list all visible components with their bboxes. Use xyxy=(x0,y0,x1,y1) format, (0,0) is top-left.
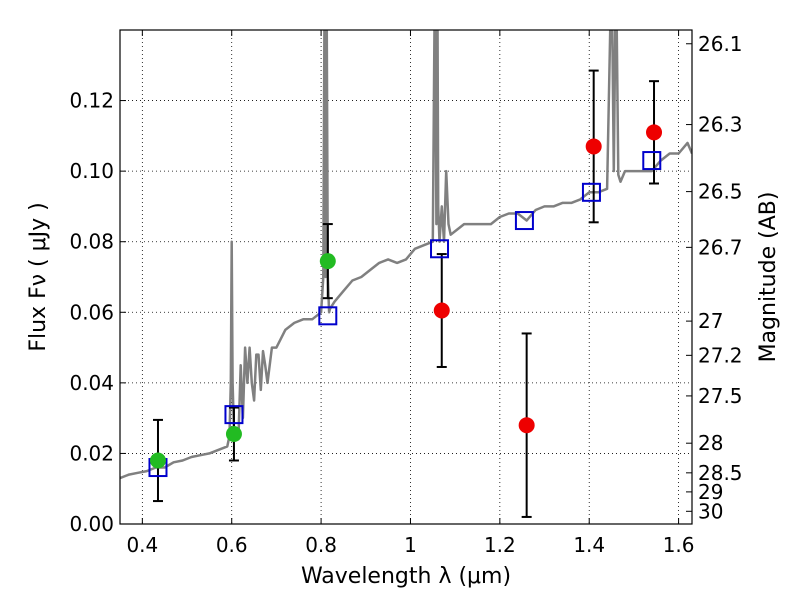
x-tick-label: 0.8 xyxy=(305,533,337,557)
model-photometry-square xyxy=(318,306,338,326)
nir-detection-point xyxy=(518,417,535,434)
model-photometry-square xyxy=(642,151,662,171)
model-photometry-square xyxy=(430,239,450,259)
optical-detection-point xyxy=(225,426,242,443)
y-tick-label: 0.08 xyxy=(69,230,114,254)
y-tick-label: 0.04 xyxy=(69,371,114,395)
magnitude-tick-label: 27.2 xyxy=(698,343,743,367)
x-axis-label: Wavelength λ (μm) xyxy=(301,564,511,589)
plot-background xyxy=(120,30,692,524)
x-tick-label: 1.6 xyxy=(663,533,695,557)
y-tick-label: 0.10 xyxy=(69,159,114,183)
model-photometry-square xyxy=(581,182,601,202)
optical-detection-point xyxy=(319,253,336,270)
x-tick-labels: 0.4 0.6 0.8 1 1.2 1.4 1.6 xyxy=(126,533,694,557)
y-tick-labels: 0.00 0.02 0.04 0.06 0.08 0.10 0.12 xyxy=(69,89,114,536)
nir-detection-point xyxy=(585,138,602,155)
x-tick-label: 1.2 xyxy=(484,533,516,557)
y-tick-label: 0.12 xyxy=(69,89,114,113)
optical-detection-point xyxy=(149,452,166,469)
magnitude-tick-label: 28.5 xyxy=(698,461,743,485)
magnitude-tick-label: 28 xyxy=(698,431,723,455)
magnitude-tick-label: 26.3 xyxy=(698,113,743,137)
magnitude-tick-label: 30 xyxy=(698,499,723,523)
magnitude-tick-label: 27 xyxy=(698,309,723,333)
x-tick-label: 0.6 xyxy=(216,533,248,557)
x-tick-label: 1 xyxy=(404,533,417,557)
magnitude-tick-label: 29 xyxy=(698,480,723,504)
y-tick-label: 0.02 xyxy=(69,441,114,465)
magnitude-tick-label: 27.5 xyxy=(698,384,743,408)
y-axis-label: Flux Fν ( μJy ) xyxy=(26,202,51,351)
x-tick-label: 0.4 xyxy=(126,533,158,557)
magnitude-tick-label: 26.5 xyxy=(698,180,743,204)
tick-marks xyxy=(120,30,692,525)
magnitude-tick-label: 26.7 xyxy=(698,235,743,259)
x-tick-label: 1.4 xyxy=(573,533,605,557)
y-tick-label: 0.00 xyxy=(69,512,114,536)
nir-detection-point xyxy=(646,124,663,141)
model-photometry-square xyxy=(224,405,244,425)
y-tick-label: 0.06 xyxy=(69,300,114,324)
model-photometry-square xyxy=(514,211,534,231)
observed-photometry-points xyxy=(149,124,663,469)
nir-detection-point xyxy=(433,302,450,319)
model-photometry-squares xyxy=(148,151,662,478)
right-axis-label: Magnitude (AB) xyxy=(756,192,781,363)
plot-frame xyxy=(119,29,693,525)
magnitude-tick-label: 26.1 xyxy=(698,32,743,56)
